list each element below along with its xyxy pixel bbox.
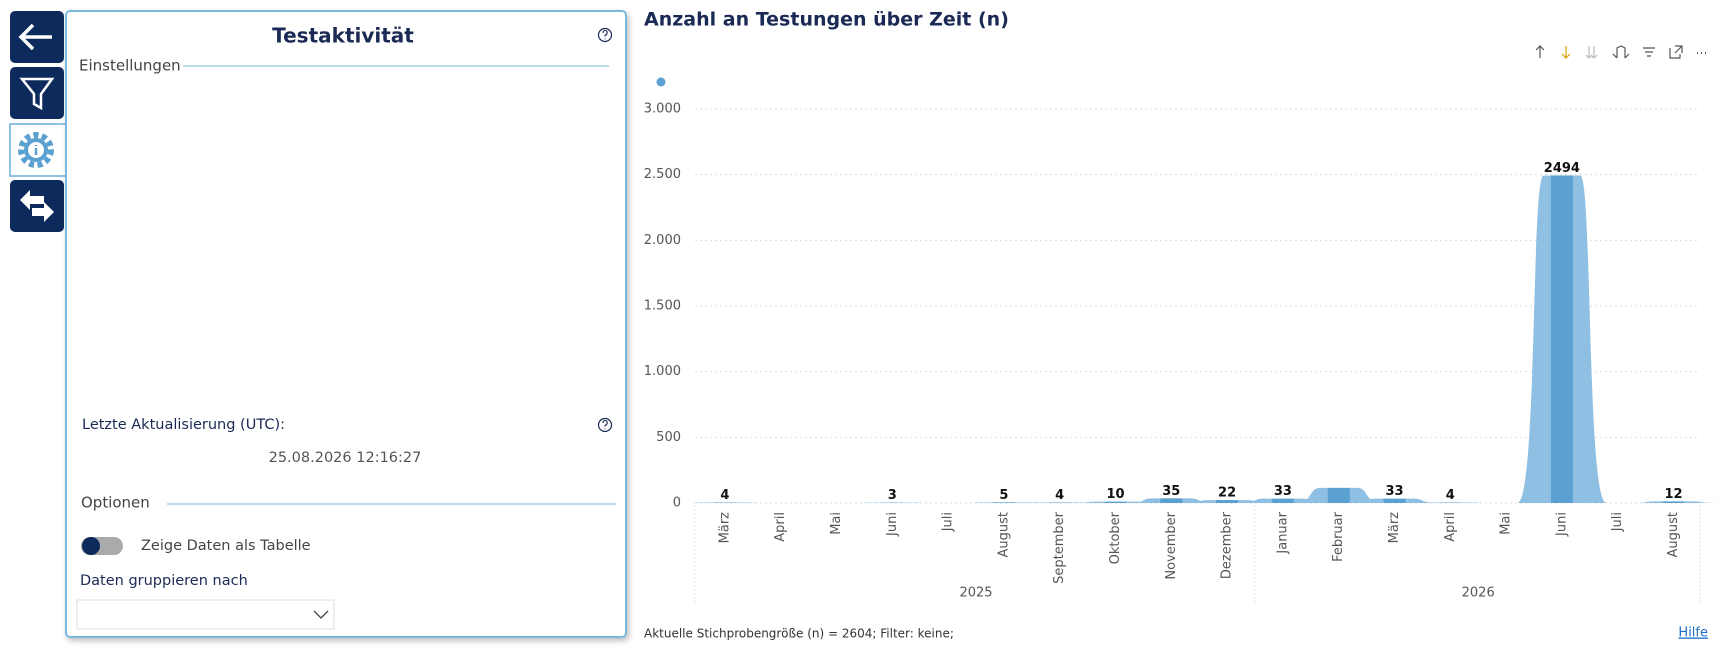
toolbar-next-level[interactable] (1585, 46, 1598, 59)
y-tick-label: 3.000 (644, 102, 681, 117)
data-label: 12 (1664, 487, 1682, 502)
chart-title: Anzahl an Testungen über Zeit (n) (644, 9, 1009, 31)
x-tick-label: Januar (1275, 511, 1290, 554)
nav-button[interactable] (10, 67, 64, 119)
x-tick-label: Dezember (1220, 511, 1235, 579)
bar (713, 502, 736, 503)
side-panel (65, 10, 627, 638)
x-tick-label: März (717, 512, 732, 544)
bar (1160, 498, 1183, 503)
help-circle[interactable] (597, 417, 613, 433)
y-tick-label: 500 (656, 430, 681, 445)
filter-icon (19, 77, 55, 111)
toolbar-focus[interactable] (1669, 45, 1683, 59)
bar (1383, 498, 1406, 503)
bar (1104, 501, 1127, 503)
data-label: 22 (1218, 486, 1236, 501)
x-group-label: 2025 (959, 586, 992, 601)
x-tick-label: August (996, 512, 1011, 558)
nav-switch[interactable] (10, 180, 64, 232)
x-tick-label: Juli (1610, 512, 1625, 532)
x-tick-label: März (1387, 512, 1402, 544)
help-glyph (602, 29, 608, 40)
last-update-label: Letzte Aktualisierung (UTC): (82, 417, 285, 433)
y-tick-label: 2.500 (644, 167, 681, 182)
bar (1271, 498, 1294, 503)
x-tick-label: Oktober (1108, 511, 1123, 564)
bar (1327, 487, 1350, 503)
x-tick-label: April (1443, 512, 1458, 542)
y-tick-label: 0 (673, 496, 681, 511)
nav-back[interactable] (10, 11, 64, 63)
toggle[interactable] (81, 537, 123, 555)
switch-icon (20, 190, 54, 222)
bar (992, 502, 1015, 503)
help-icon[interactable] (597, 417, 613, 433)
data-label: 4 (720, 488, 729, 503)
bar (1662, 501, 1685, 503)
x-tick-label: Februar (1331, 511, 1346, 562)
x-group-label: 2026 (1462, 586, 1495, 601)
toggle-knob[interactable] (82, 537, 100, 555)
plot-area: 0 500 1.000 1.500 2.000 2.500 3.000 März 4 April M… (644, 77, 1719, 603)
nav-button[interactable] (10, 180, 64, 232)
visual-toolbar (1535, 45, 1706, 59)
data-label: 35 (1162, 484, 1180, 499)
panel-title: Testaktivität (272, 24, 414, 48)
toggle-label: Zeige Daten als Tabelle (141, 538, 311, 554)
y-tick-label: 1.000 (644, 364, 681, 379)
dropdown-box[interactable] (76, 599, 335, 630)
data-label: 3 (888, 488, 897, 503)
data-label: 4 (1446, 488, 1455, 503)
nav-filter[interactable] (10, 67, 64, 119)
bar (1048, 502, 1071, 503)
section-heading: Optionen (81, 494, 150, 512)
help-circle[interactable] (597, 27, 613, 43)
data-label: 5 (999, 488, 1008, 503)
dropdown-chevron (313, 610, 329, 619)
toolbar-drill-up[interactable] (1535, 45, 1545, 58)
x-tick-label: Mai (829, 512, 844, 535)
x-tick-label: April (773, 512, 788, 542)
x-tick-label: August (1666, 512, 1681, 558)
x-tick-label: November (1164, 511, 1179, 579)
data-label: 33 (1274, 484, 1292, 499)
toolbar-expand[interactable] (1612, 45, 1630, 59)
bar (1216, 500, 1239, 503)
back-icon (18, 23, 52, 51)
y-tick-label: 1.500 (644, 299, 681, 314)
data-label: 33 (1385, 484, 1403, 499)
group-by-label: Daten gruppieren nach (80, 573, 248, 589)
x-tick-label: Juni (885, 512, 900, 537)
x-tick-label: September (1052, 511, 1067, 584)
last-update-value: 25.08.2026 12:16:27 (269, 450, 422, 466)
x-tick-label: Juni (1554, 512, 1569, 537)
help-link[interactable]: Hilfe (1678, 626, 1708, 641)
section-heading: Einstellungen (79, 57, 181, 75)
x-tick-label: Juli (941, 512, 956, 532)
y-tick-label: 2.000 (644, 233, 681, 248)
help-glyph (602, 419, 608, 430)
group-by-dropdown[interactable] (76, 599, 335, 630)
help-icon[interactable] (597, 27, 613, 43)
nav-info[interactable] (9, 123, 67, 177)
data-label: 10 (1106, 487, 1124, 502)
toolbar-drill-down[interactable] (1561, 46, 1571, 59)
legend-marker (656, 77, 666, 87)
bar (1439, 502, 1462, 503)
bar (1550, 175, 1573, 504)
data-label: 2494 (1544, 161, 1580, 176)
x-tick-label: Mai (1499, 512, 1514, 535)
gear-teeth (18, 132, 54, 168)
data-label: 4 (1055, 488, 1064, 503)
footer-info: Aktuelle Stichprobengröße (n) = 2604; Fi… (644, 627, 954, 641)
toolbar-filter[interactable] (1643, 47, 1655, 57)
